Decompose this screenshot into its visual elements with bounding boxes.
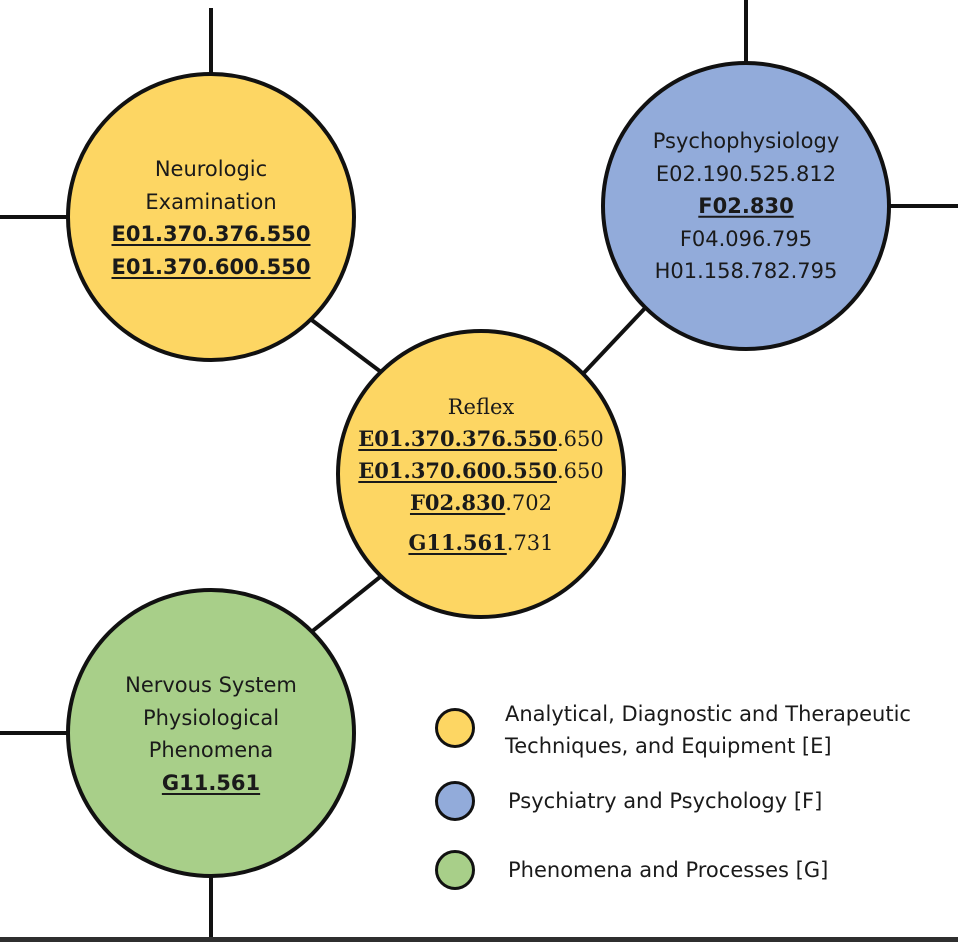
nervous-title-line-3: Phenomena <box>148 738 274 762</box>
nervous-system-text: Nervous System Physiological Phenomena G… <box>125 669 297 799</box>
psychophysiology-code-4: H01.158.782.795 <box>654 258 838 283</box>
reflex-text: Reflex E01.370.376.550.650 E01.370.600.5… <box>358 391 603 559</box>
reflex-row-3: F02.830.702 <box>358 487 603 519</box>
reflex-row-1: E01.370.376.550.650 <box>358 423 603 455</box>
reflex-row-3-suffix: .702 <box>505 491 553 515</box>
legend-swatch-f <box>435 781 475 821</box>
reflex-row-3-main: F02.830 <box>409 490 506 515</box>
nervous-title-line-2: Physiological <box>142 705 280 730</box>
nervous-title-line-1: Nervous System <box>125 673 297 697</box>
legend-label-g: Phenomena and Processes [G] <box>508 858 829 882</box>
connector-neurologic-reflex <box>303 313 387 377</box>
legend-label-e: Analytical, Diagnostic and Therapeutic T… <box>505 698 911 762</box>
connector-psychophysiology-reflex <box>578 303 650 379</box>
neurologic-code-2: E01.370.600.550 <box>111 254 311 279</box>
reflex-row-2: E01.370.600.550.650 <box>358 455 603 487</box>
reflex-node <box>336 329 626 619</box>
psychophysiology-code-2: F02.830 <box>698 193 794 218</box>
reflex-row-4-suffix: .731 <box>506 531 554 555</box>
legend-label-e-line-1: Analytical, Diagnostic and Therapeutic <box>505 702 911 726</box>
reflex-row-4-main: G11.561 <box>408 530 507 555</box>
reflex-row-2-suffix: .650 <box>556 459 604 483</box>
reflex-title: Reflex <box>447 395 515 419</box>
connector-reflex-nervous <box>303 571 387 639</box>
neurologic-title-line-1: Neurologic <box>154 157 268 181</box>
legend-swatch-e <box>435 708 475 748</box>
nervous-system-node <box>66 588 356 878</box>
legend-label-e-line-2: Techniques, and Equipment [E] <box>505 734 832 758</box>
legend-label-f: Psychiatry and Psychology [F] <box>508 789 823 813</box>
psychophysiology-code-3: F04.096.795 <box>679 226 813 251</box>
neurologic-code-1: E01.370.376.550 <box>111 222 311 246</box>
legend-swatch-g <box>435 850 475 890</box>
psychophysiology-text: Psychophysiology E02.190.525.812 F02.830… <box>653 125 840 288</box>
neurologic-examination-text: Neurologic Examination E01.370.376.550 E… <box>111 153 310 283</box>
reflex-row-2-main: E01.370.600.550 <box>358 458 557 483</box>
reflex-row-4: G11.561.731 <box>358 527 603 559</box>
psychophysiology-code-1: E02.190.525.812 <box>655 161 837 186</box>
psychophysiology-title: Psychophysiology <box>652 128 840 153</box>
bottom-border <box>0 937 958 942</box>
reflex-row-1-main: E01.370.376.550 <box>358 426 557 451</box>
reflex-row-1-suffix: .650 <box>556 427 604 451</box>
neurologic-title-line-2: Examination <box>145 189 277 214</box>
neurologic-examination-node <box>66 72 356 362</box>
psychophysiology-node <box>601 61 891 351</box>
nervous-code-1: G11.561 <box>161 770 261 795</box>
